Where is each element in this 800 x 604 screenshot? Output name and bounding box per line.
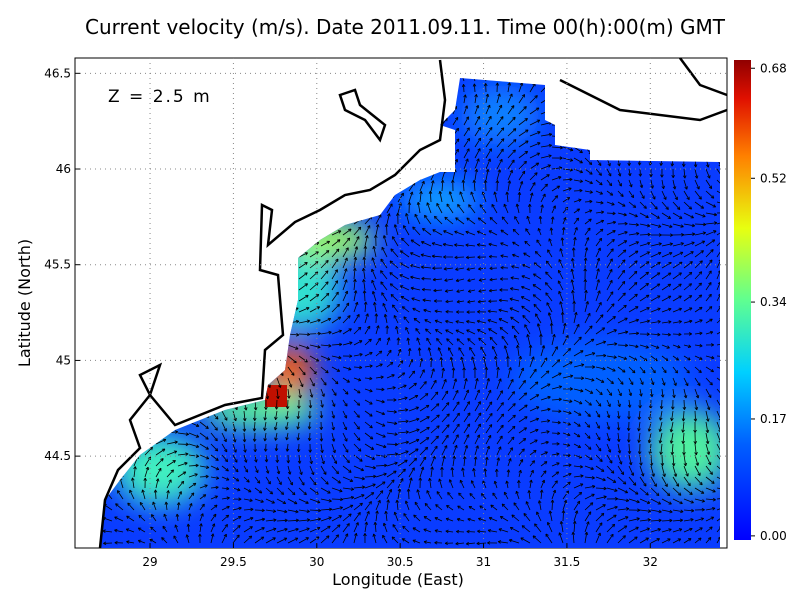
colorbar-tick-label: 0.34 (760, 295, 787, 309)
colorbar-tick-label: 0.17 (760, 412, 787, 426)
x-tick-label: 31 (476, 555, 491, 569)
y-tick-label: 46 (56, 162, 71, 176)
x-tick-label: 31.5 (554, 555, 581, 569)
x-axis-label: Longitude (East) (332, 570, 464, 589)
x-tick-label: 30 (309, 555, 324, 569)
y-tick-label: 44.5 (44, 449, 71, 463)
y-tick-label: 46.5 (44, 66, 71, 80)
chart-title: Current velocity (m/s). Date 2011.09.11.… (85, 15, 726, 39)
x-tick-label: 30.5 (387, 555, 414, 569)
y-tick-label: 45 (56, 353, 71, 367)
x-tick-label: 32 (643, 555, 658, 569)
colorbar-tick-label: 0.52 (760, 171, 787, 185)
y-tick-label: 45.5 (44, 258, 71, 272)
x-tick-label: 29.5 (220, 555, 247, 569)
depth-annotation: Z = 2.5 m (108, 87, 212, 107)
y-axis-label: Latitude (North) (15, 239, 34, 367)
colorbar-tick-label: 0.00 (760, 529, 787, 543)
x-tick-label: 29 (142, 555, 157, 569)
colorbar (734, 60, 751, 540)
colorbar-tick-label: 0.68 (760, 61, 787, 75)
